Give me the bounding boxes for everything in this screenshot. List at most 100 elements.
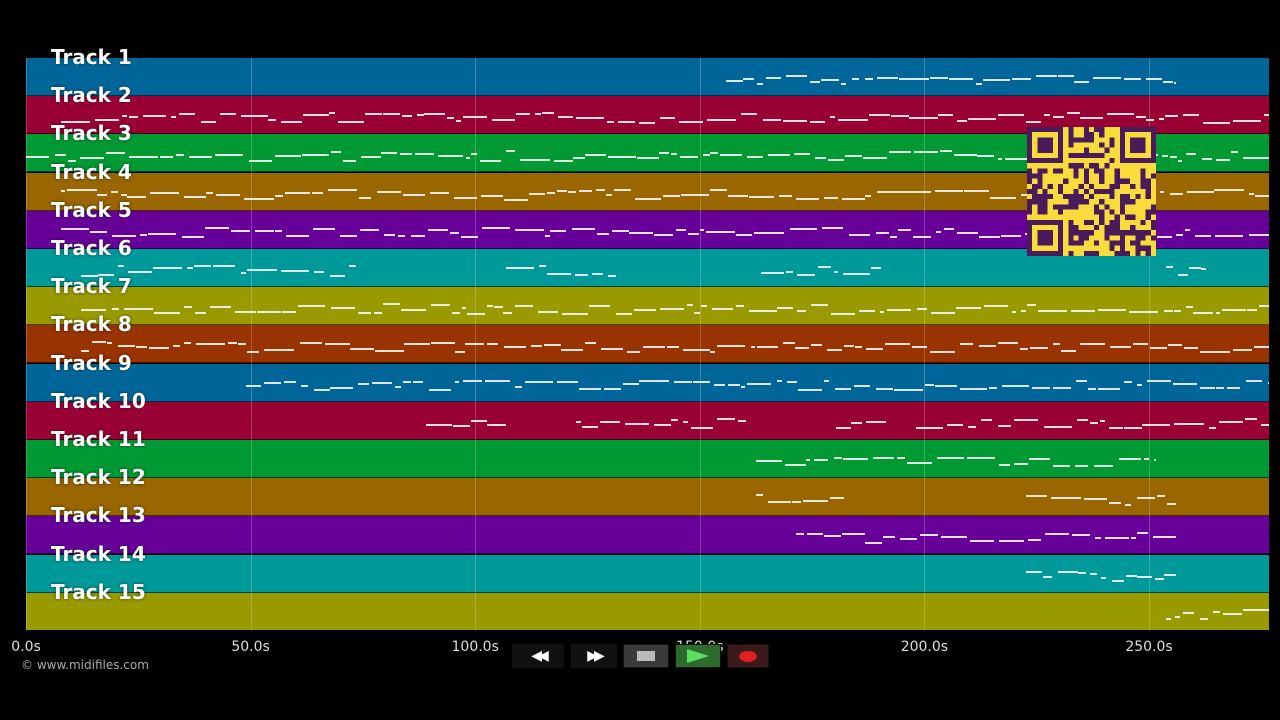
note-bar [91, 341, 106, 344]
note-bar [358, 196, 372, 199]
note-bar [975, 83, 982, 86]
note-bar [783, 120, 807, 123]
note-bar [673, 381, 692, 384]
track-lane [26, 58, 1269, 96]
note-bar [1146, 119, 1154, 122]
note-bar [936, 457, 965, 460]
note-bar [1131, 537, 1136, 540]
note-bar [465, 342, 485, 345]
rewind-button[interactable]: ◀◀ [512, 644, 564, 668]
note-bar [377, 190, 401, 193]
note-bar [1216, 158, 1231, 161]
note-bar [934, 385, 957, 388]
note-bar [1263, 114, 1269, 117]
note-bar [171, 115, 176, 118]
note-bar [979, 345, 996, 348]
record-button[interactable] [727, 644, 769, 668]
note-bar [506, 267, 535, 270]
note-bar [1129, 310, 1158, 313]
note-bar [195, 312, 206, 314]
fast-forward-button[interactable]: ▶▶ [571, 644, 617, 668]
note-bar [398, 234, 405, 237]
note-bar [434, 423, 453, 426]
note-bar [1136, 116, 1147, 119]
note-bar [997, 158, 1003, 161]
note-bar [830, 497, 844, 500]
note-bar [766, 76, 782, 79]
note-bar [1044, 113, 1051, 116]
note-bar [1101, 577, 1107, 580]
note-bar [1109, 502, 1121, 505]
note-bar [403, 381, 412, 384]
note-bar [797, 389, 822, 392]
note-bar [205, 227, 229, 230]
note-bar [898, 228, 912, 231]
note-bar [359, 228, 379, 231]
note-bar [886, 308, 912, 311]
note-bar [699, 228, 705, 231]
note-bar [576, 117, 604, 120]
note-bar [1174, 81, 1176, 84]
note-bar [330, 307, 355, 310]
note-bar [1026, 494, 1048, 497]
note-bar [811, 304, 828, 307]
note-bar [506, 150, 515, 153]
grid-line [924, 58, 926, 630]
note-bar [415, 152, 435, 155]
note-bar [870, 266, 881, 269]
track-label: Track 13 [51, 503, 146, 528]
note-bar [1035, 75, 1057, 78]
note-bar [1093, 465, 1114, 468]
note-bar [1058, 74, 1074, 77]
qr-code-icon[interactable] [1027, 127, 1156, 256]
note-bar [428, 389, 452, 392]
note-bar [97, 194, 108, 197]
note-bar [248, 159, 273, 162]
note-bar [461, 236, 478, 239]
note-bar [313, 389, 330, 392]
note-bar [479, 160, 502, 162]
note-bar [585, 154, 606, 157]
note-bar [372, 381, 392, 384]
note-bar [210, 305, 231, 308]
note-bar [300, 385, 309, 388]
note-bar [150, 191, 179, 194]
note-bar [683, 349, 710, 352]
grid-line [26, 58, 27, 630]
note-bar [454, 381, 460, 384]
note-bar [1164, 574, 1176, 577]
note-bar [785, 74, 807, 77]
note-bar [969, 540, 994, 543]
note-bar [285, 192, 310, 194]
note-bar [1071, 533, 1090, 536]
note-bar [426, 423, 435, 426]
note-bar [525, 381, 554, 384]
play-button[interactable] [675, 644, 721, 668]
note-bar [1186, 190, 1214, 193]
note-bar [313, 228, 335, 231]
note-bar [896, 456, 906, 459]
note-bar [840, 83, 846, 86]
note-bar [383, 233, 396, 236]
note-bar [1214, 235, 1244, 238]
note-bar [989, 386, 997, 389]
note-bar [542, 112, 555, 115]
note-bar [806, 532, 823, 535]
note-bar [823, 380, 830, 383]
note-bar [1158, 117, 1164, 120]
note-bar [888, 151, 912, 154]
note-bar [1109, 427, 1124, 430]
note-bar [179, 113, 195, 116]
note-bar [424, 113, 445, 116]
stop-button[interactable] [623, 644, 669, 668]
note-bar [894, 389, 923, 392]
note-bar [1199, 618, 1208, 621]
note-bar [1195, 234, 1212, 237]
note-bar [827, 348, 842, 351]
note-bar [1075, 465, 1089, 468]
note-bar [1184, 347, 1199, 350]
note-bar [1012, 311, 1017, 314]
note-bar [557, 115, 574, 118]
note-bar [796, 273, 815, 276]
note-bar [1216, 387, 1224, 390]
